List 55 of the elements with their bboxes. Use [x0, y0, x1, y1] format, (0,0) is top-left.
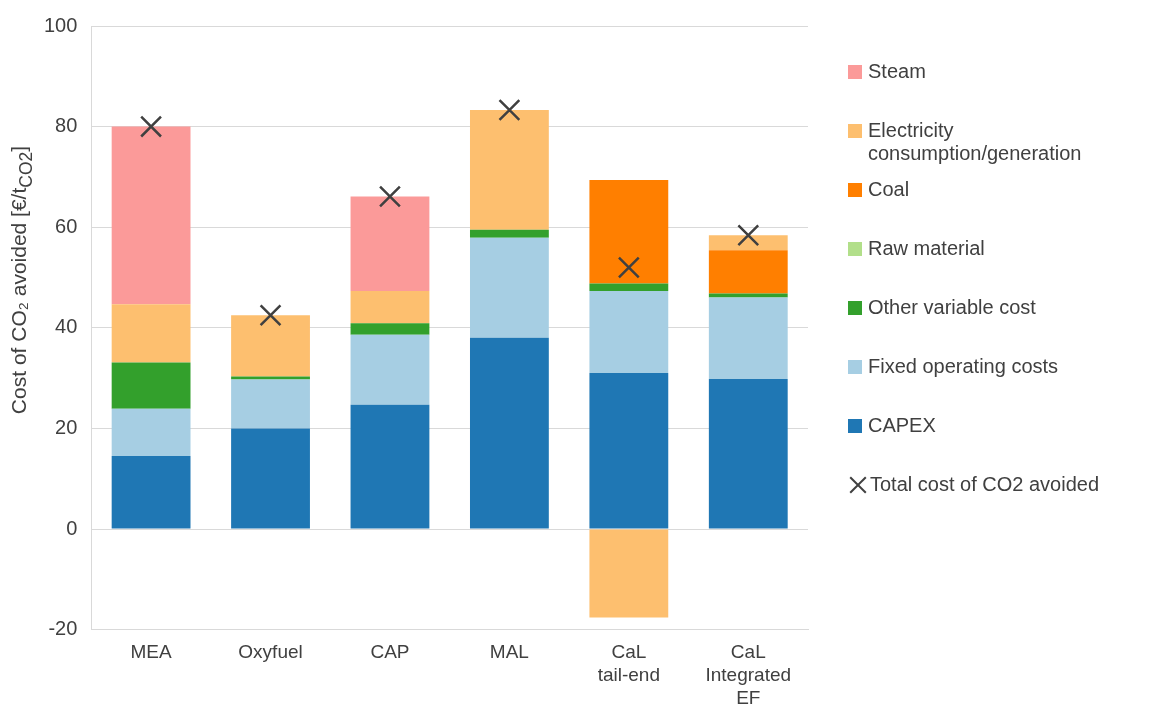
legend-label: Total cost of CO2 avoided: [870, 473, 1100, 496]
legend-label: Fixed operating costs: [868, 355, 1059, 378]
bar: [589, 291, 669, 374]
bar: [708, 379, 788, 529]
x-tick-label: CaL tail-end: [597, 641, 661, 686]
legend-label: Electricity consumption/generation: [868, 119, 1083, 165]
bar: [231, 379, 310, 429]
x-tick-label: CAP: [370, 641, 410, 663]
y-tick-label: 20: [55, 415, 78, 438]
bar: [350, 334, 430, 405]
bar: [231, 428, 310, 529]
x-tick-label: MEA: [130, 641, 172, 663]
bar: [231, 315, 310, 377]
y-tick-label: 100: [43, 13, 78, 36]
bar: [469, 337, 549, 529]
point: [498, 98, 521, 122]
bar: [469, 229, 549, 238]
bar: [350, 404, 430, 529]
x-tick-label: Oxyfuel: [238, 641, 303, 663]
bar: [708, 293, 788, 298]
bar: [589, 373, 669, 529]
x-tick-label: CaL Integrated EF: [705, 641, 792, 708]
bar: [111, 362, 191, 409]
bar: [231, 376, 310, 380]
bar: [708, 250, 788, 294]
legend-label: Steam: [868, 60, 926, 83]
point: [378, 185, 402, 208]
bar: [708, 297, 788, 380]
bar: [111, 304, 191, 363]
bar: [589, 283, 669, 292]
legend-label: Other variable cost: [868, 296, 1036, 319]
bar: [589, 529, 669, 618]
bar: [350, 196, 430, 292]
bar: [111, 126, 191, 305]
y-tick-label: 60: [55, 214, 78, 237]
bar: [111, 408, 191, 457]
bar: [708, 235, 788, 251]
bar: [469, 237, 549, 338]
x-tick-label: MAL: [489, 641, 529, 663]
bar: [111, 456, 191, 529]
y-tick-label: 0: [66, 516, 78, 539]
y-tick-label: -20: [48, 617, 78, 640]
legend-label: CAPEX: [868, 414, 936, 437]
bar: [589, 179, 669, 284]
y-tick-label: 80: [55, 114, 78, 137]
bar: [350, 323, 430, 335]
bar: [469, 110, 549, 230]
point: [259, 304, 282, 327]
point: [617, 256, 640, 279]
y-tick-label: 40: [55, 315, 78, 338]
point: [737, 224, 760, 247]
legend-label: Raw material: [868, 237, 985, 260]
legend-label: Coal: [868, 178, 910, 201]
bar: [350, 291, 430, 324]
point: [139, 115, 163, 138]
